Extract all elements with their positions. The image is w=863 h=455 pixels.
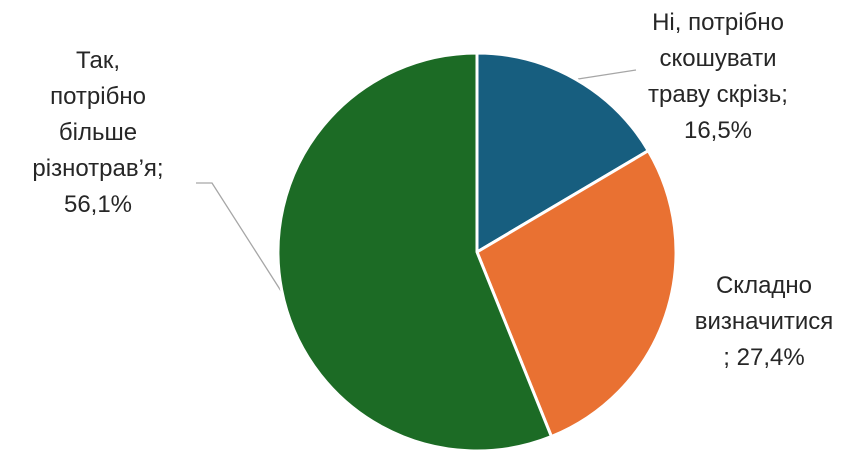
leader-lines xyxy=(196,69,637,292)
data-label-line: ; 27,4% xyxy=(723,344,804,371)
data-label-line: різнотрав’я; xyxy=(32,155,163,182)
data-label-2: Складно визначитися ; 27,4% xyxy=(695,272,834,371)
data-label-line: 16,5% xyxy=(684,117,752,144)
pie-slice-1 xyxy=(475,51,650,254)
data-label-line: Так, xyxy=(76,47,120,74)
pie-slices xyxy=(276,51,678,453)
data-label-3: Так, потрібно більше різнотрав’я; 56,1% xyxy=(32,47,163,218)
data-label-line: скошувати xyxy=(659,45,776,72)
data-label-line: траву скрізь; xyxy=(648,81,788,108)
leader-line-3 xyxy=(196,182,282,292)
data-label-line: потрібно xyxy=(50,83,146,110)
pie-slice-2 xyxy=(475,149,678,439)
data-label-line: Складно xyxy=(716,272,812,299)
data-label-line: визначитися xyxy=(695,308,834,335)
data-label-1: Ні, потрібно скошувати траву скрізь; 16,5% xyxy=(648,9,788,144)
data-label-line: більше xyxy=(59,119,137,146)
leader-line-1 xyxy=(577,69,637,80)
data-label-line: Ні, потрібно xyxy=(652,9,784,36)
pie-slice-3 xyxy=(276,51,553,453)
data-labels: Ні, потрібно скошувати траву скрізь; 16,5% С… xyxy=(32,9,833,371)
data-label-line: 56,1% xyxy=(64,191,132,218)
